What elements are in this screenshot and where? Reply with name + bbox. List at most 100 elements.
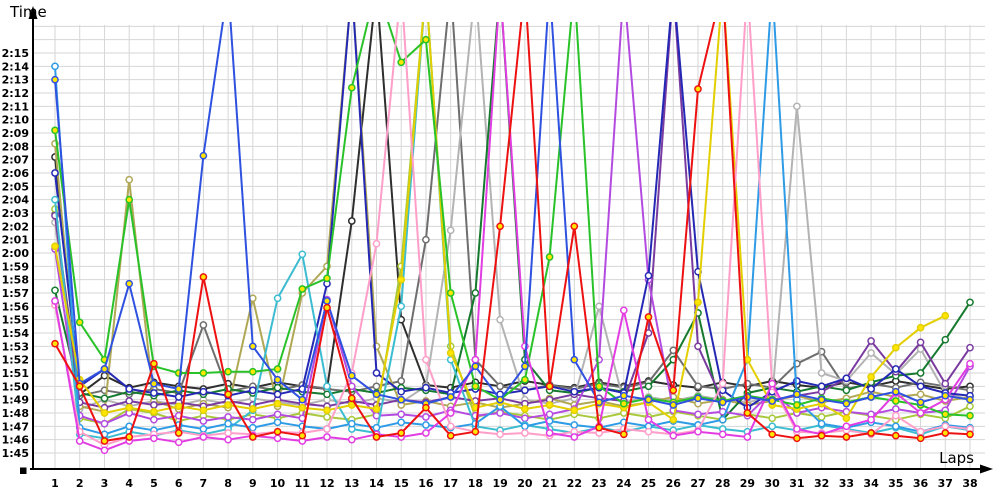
data-point-red[interactable] xyxy=(100,437,109,445)
data-point-yellow[interactable] xyxy=(521,405,529,413)
data-point-navy[interactable] xyxy=(842,374,851,383)
data-point-yellow[interactable] xyxy=(397,275,406,284)
data-point-cyan[interactable] xyxy=(323,382,331,391)
data-point-purple[interactable] xyxy=(966,343,974,352)
data-point-khaki[interactable] xyxy=(916,390,925,399)
data-point-yellowgreen[interactable] xyxy=(817,413,826,421)
data-point-lightblue[interactable] xyxy=(248,423,257,432)
data-point-blue[interactable] xyxy=(867,393,875,401)
data-point-navy[interactable] xyxy=(916,382,925,391)
data-point-green[interactable] xyxy=(199,369,208,377)
data-point-purple[interactable] xyxy=(125,397,134,405)
data-point-red[interactable] xyxy=(570,222,579,231)
data-point-magenta[interactable] xyxy=(718,430,727,439)
data-point-blue[interactable] xyxy=(842,399,851,408)
data-point-silver[interactable] xyxy=(867,349,875,357)
data-point-red[interactable] xyxy=(298,431,307,440)
data-point-red[interactable] xyxy=(595,423,603,432)
data-point-green[interactable] xyxy=(941,410,950,419)
data-point-orchid[interactable] xyxy=(273,410,282,419)
data-point-blue[interactable] xyxy=(150,379,158,388)
data-point-yellow[interactable] xyxy=(224,401,232,409)
data-point-magenta[interactable] xyxy=(446,409,455,417)
data-point-silver[interactable] xyxy=(496,315,504,324)
data-point-navy[interactable] xyxy=(397,387,406,396)
data-point-cyan[interactable] xyxy=(51,195,59,204)
data-point-blue[interactable] xyxy=(446,393,455,401)
data-point-purple[interactable] xyxy=(867,337,875,345)
data-point-darkgray[interactable] xyxy=(199,321,208,329)
data-point-blue[interactable] xyxy=(916,398,925,407)
data-point-green[interactable] xyxy=(323,274,331,283)
data-point-pink[interactable] xyxy=(916,427,925,436)
data-point-magenta[interactable] xyxy=(273,434,282,443)
data-point-yellow[interactable] xyxy=(570,406,579,415)
data-point-green[interactable] xyxy=(521,375,529,384)
data-point-blue[interactable] xyxy=(570,355,579,364)
data-point-purple[interactable] xyxy=(694,342,702,351)
data-point-blue[interactable] xyxy=(372,390,381,399)
data-point-red[interactable] xyxy=(199,273,208,281)
data-point-blue[interactable] xyxy=(273,375,282,384)
data-point-pink[interactable] xyxy=(718,379,727,388)
data-point-yellow[interactable] xyxy=(248,405,257,413)
data-point-blue[interactable] xyxy=(51,75,59,84)
data-point-green[interactable] xyxy=(422,35,430,44)
data-point-red[interactable] xyxy=(842,433,851,441)
data-point-orchid[interactable] xyxy=(100,419,109,428)
data-point-blue[interactable] xyxy=(669,401,678,409)
data-point-magenta[interactable] xyxy=(100,446,109,455)
data-point-green[interactable] xyxy=(397,58,406,67)
data-point-red[interactable] xyxy=(916,434,925,443)
data-point-yellow[interactable] xyxy=(446,349,455,357)
data-point-green[interactable] xyxy=(273,365,282,373)
data-point-navy[interactable] xyxy=(150,389,158,397)
data-point-yellow[interactable] xyxy=(100,409,109,417)
data-point-yellowgreen[interactable] xyxy=(768,414,777,423)
data-point-red[interactable] xyxy=(867,429,875,437)
data-point-yellow[interactable] xyxy=(891,343,900,352)
data-point-pink[interactable] xyxy=(422,355,430,364)
data-point-darkgreen[interactable] xyxy=(842,386,851,395)
data-point-green[interactable] xyxy=(224,367,232,376)
data-point-yellow[interactable] xyxy=(323,406,331,415)
data-point-pink[interactable] xyxy=(521,429,529,437)
data-point-red[interactable] xyxy=(174,429,183,437)
data-point-darkgreen[interactable] xyxy=(471,289,480,297)
data-point-navy[interactable] xyxy=(867,385,875,393)
data-point-blue[interactable] xyxy=(966,395,974,404)
data-point-blue[interactable] xyxy=(768,397,777,405)
data-point-cyan[interactable] xyxy=(298,250,307,259)
data-point-red[interactable] xyxy=(768,430,777,439)
data-point-red[interactable] xyxy=(793,434,801,443)
data-point-red[interactable] xyxy=(545,382,554,391)
data-point-red[interactable] xyxy=(644,313,653,321)
data-point-yellow[interactable] xyxy=(916,323,925,332)
data-point-purple[interactable] xyxy=(916,338,925,347)
data-point-blue[interactable] xyxy=(174,385,183,393)
data-point-yellow[interactable] xyxy=(545,401,554,409)
data-point-blue[interactable] xyxy=(248,342,257,351)
data-point-red[interactable] xyxy=(941,429,950,437)
data-point-green[interactable] xyxy=(545,253,554,261)
data-point-magenta[interactable] xyxy=(743,433,752,441)
data-point-yellow[interactable] xyxy=(199,406,208,415)
data-point-blue[interactable] xyxy=(199,151,208,160)
data-point-magenta[interactable] xyxy=(619,306,628,315)
data-point-blue[interactable] xyxy=(521,362,529,371)
data-point-navy[interactable] xyxy=(372,369,381,377)
data-point-red[interactable] xyxy=(224,390,232,399)
data-point-yellow[interactable] xyxy=(51,242,59,251)
data-point-red[interactable] xyxy=(694,85,702,93)
data-point-green[interactable] xyxy=(966,411,974,420)
data-point-lightblue[interactable] xyxy=(51,62,59,71)
data-point-red[interactable] xyxy=(619,430,628,439)
data-point-navy[interactable] xyxy=(521,386,529,395)
data-point-green[interactable] xyxy=(619,399,628,408)
data-point-lightblue[interactable] xyxy=(891,422,900,431)
data-point-lightblue[interactable] xyxy=(199,425,208,433)
data-point-blue[interactable] xyxy=(323,297,331,305)
data-point-navy[interactable] xyxy=(174,393,183,401)
data-point-pink[interactable] xyxy=(224,429,232,437)
data-point-orchid[interactable] xyxy=(545,410,554,419)
